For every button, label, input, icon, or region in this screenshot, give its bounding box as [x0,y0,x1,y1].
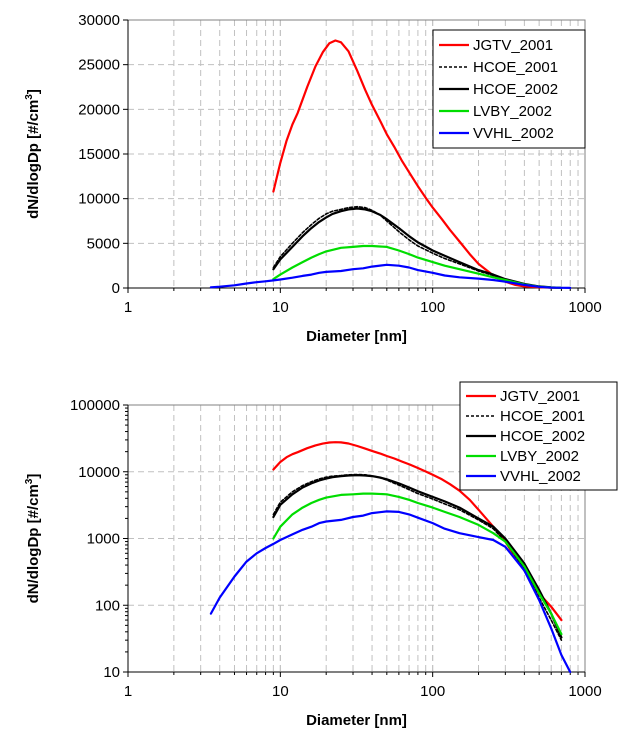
series-line-vvhl_2002 [209,510,572,674]
series-line-lvby_2002 [272,492,563,636]
series-line-hcoe_2001 [272,205,563,289]
chart-panel-1: 0 5000 10000 15000 20000 25000 30000 1 10 100 1000… [24,12,602,345]
y-tick-label: 30000 [78,12,120,29]
x-tick-label: 1000 [568,299,601,316]
y-tick-label: 15000 [78,146,120,163]
y-tick-label: 1000 [87,531,120,548]
y-tick-label: 10000 [78,191,120,208]
y-tick-label: 0 [112,280,120,297]
y-tick-label: 10000 [78,464,120,481]
legend-label: VVHL_2002 [500,468,581,485]
y-tick-label: 100 [95,597,120,614]
legend-label: HCOE_2001 [473,59,558,76]
x-tick-label: 100 [420,299,445,316]
legend-label: HCOE_2001 [500,408,585,425]
legend-label: HCOE_2002 [473,81,558,98]
legend-label: VVHL_2002 [473,125,554,142]
y-axis-label: dN/dlogDp [#/cm3] [24,89,42,219]
x-axis-label: Diameter [nm] [306,328,407,345]
x-tick-label: 1 [124,299,132,316]
series-line-hcoe_2002 [272,207,563,289]
series-line-hcoe_2002 [272,474,563,639]
x-tick-label: 1000 [568,683,601,700]
series-line-lvby_2002 [272,244,563,289]
x-tick-label: 10 [272,299,289,316]
x-axis-label: Diameter [nm] [306,712,407,729]
legend-label: HCOE_2002 [500,428,585,445]
y-axis-label: dN/dlogDp [#/cm3] [24,474,42,604]
x-tick-label: 100 [420,683,445,700]
legend-label: JGTV_2001 [500,388,580,405]
y-tick-label: 20000 [78,101,120,118]
x-tick-label: 1 [124,683,132,700]
y-tick-label: 100000 [70,397,120,414]
series-line-vvhl_2002 [209,263,572,289]
x-tick-label: 10 [272,683,289,700]
y-tick-label: 5000 [87,235,120,252]
legend-label: LVBY_2002 [500,448,579,465]
y-tick-label: 25000 [78,57,120,74]
legend-label: LVBY_2002 [473,103,552,120]
y-tick-label: 10 [103,664,120,681]
legend-label: JGTV_2001 [473,37,553,54]
